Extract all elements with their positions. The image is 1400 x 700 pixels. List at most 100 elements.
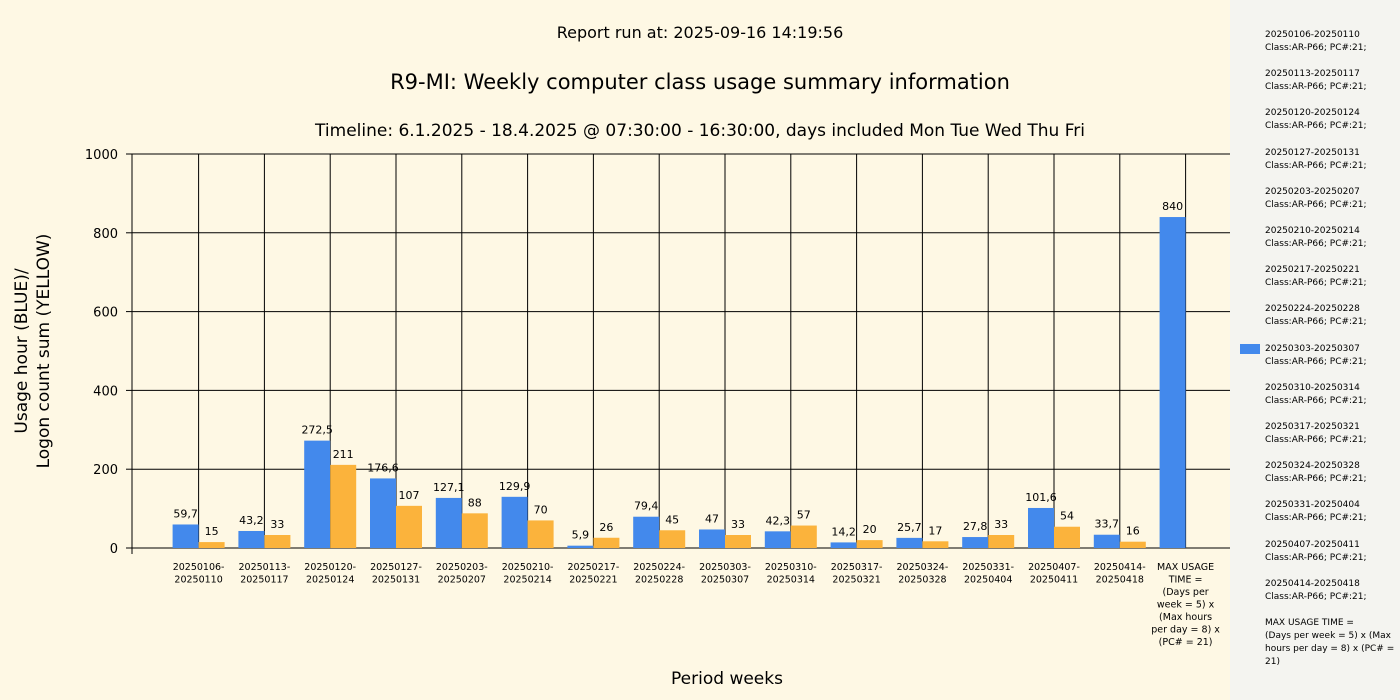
data-label: 59,7 [173,507,198,520]
bar-usage-hours [962,537,989,548]
data-label: 127,1 [433,481,465,494]
x-tick-label: 20250113-20250117 [239,562,291,586]
legend-item-text: 20250106-20250110 [1265,30,1360,40]
bar-logon-count [593,537,620,548]
data-label: 33,7 [1095,518,1120,531]
bar-logon-count [396,505,422,548]
legend-item-text: 20250217-20250221 [1265,265,1360,276]
legend-item: 20250127-20250131 Class:AR-P66; PC#:21; [1265,147,1395,173]
legend-item: 20250224-20250228 Class:AR-P66; PC#:21; [1265,303,1395,329]
bar-usage-hours [567,545,594,548]
bar-logon-count [659,530,686,548]
x-tick-label: 20250224-20250228 [633,562,685,586]
legend-item-text: Class:AR-P66; PC#:21; [1265,199,1367,210]
bar-usage-hours [370,478,396,548]
legend-item-text: 20250127-20250131 [1265,147,1360,158]
legend-item: 20250203-20250207 Class:AR-P66; PC#:21; [1265,186,1395,212]
legend-item-text: 20250331-20250404 [1265,500,1360,511]
bar-chart: 0 200 400 600 800 1000 59,7 43,2 272,5 176,6 127,1… [85,148,1230,648]
bar-logon-count [1054,526,1080,548]
data-label: 27,8 [963,520,988,533]
legend-item: 20250407-20250411 Class:AR-P66; PC#:21; [1265,539,1395,565]
chart-title: R9-MI: Weekly computer class usage summa… [390,70,1010,94]
data-label: 5,9 [572,529,590,542]
x-tick-label: 20250317-20250321 [831,562,883,586]
legend-item: MAX USAGE TIME = (Days per week = 5) x (… [1265,617,1395,669]
bar-usage-hours [501,496,528,548]
data-label: 79,4 [634,500,659,513]
bar-usage-hours [896,537,923,548]
data-label: 101,6 [1025,491,1057,504]
x-tick-label: 20250203-20250207 [436,562,488,586]
chart-subtitle: Timeline: 6.1.2025 - 18.4.2025 @ 07:30:0… [315,121,1085,141]
data-label: 33 [731,518,745,531]
legend-item-text: 20250317-20250321 [1265,422,1360,432]
legend-item-text: 20250113-20250117 [1265,69,1360,80]
legend-item-text: Class:AR-P66; PC#:21; [1265,474,1367,485]
x-tick-label: 20250120-20250124 [304,562,356,586]
y-tick-label: 1000 [85,148,118,163]
legend-item-text: Class:AR-P66; PC#:21; [1265,43,1367,53]
bar-logon-count [790,525,817,548]
report-run-timestamp: Report run at: 2025-09-16 14:19:56 [556,23,844,42]
legend-item-text: 20250310-20250314 [1265,382,1360,393]
bar-logon-count [198,542,225,548]
x-tick-label: 20250303-20250307 [699,562,751,586]
bar-logon-count [725,534,751,548]
legend-item-text: 20250210-20250214 [1265,226,1360,236]
data-label: 45 [665,513,679,526]
bar-usage-hours [172,524,199,548]
y-tick-label: 200 [93,463,118,478]
x-tick-label: 20250127-20250131 [370,562,422,586]
legend-item-text: MAX USAGE TIME = [1265,618,1354,628]
legend-item: 20250331-20250404 Class:AR-P66; PC#:21; [1265,499,1395,525]
x-tick-label: 20250414-20250418 [1094,562,1146,586]
legend-item-text: Class:AR-P66; PC#:21; [1265,513,1367,524]
bar-usage-hours [238,530,265,548]
legend-item-text: (Days per week = 5) x (Max hours per day… [1265,631,1395,667]
bar-usage-hours [633,516,660,548]
legend-item: 20250310-20250314 Class:AR-P66; PC#:21; [1265,382,1395,408]
legend-item: 20250317-20250321 Class:AR-P66; PC#:21; [1265,421,1395,447]
legend-item-text: 20250203-20250207 [1265,186,1360,197]
x-tick-label: 20250210-20250214 [502,562,554,586]
bar-usage-hours [699,529,725,548]
data-label: 16 [1126,525,1140,538]
x-axis-label: Period weeks [671,669,783,689]
data-label: 26 [599,521,613,534]
bar-logon-count [1119,541,1146,548]
legend-item-text: Class:AR-P66; PC#:21; [1265,591,1367,602]
legend-item: 20250217-20250221 Class:AR-P66; PC#:21; [1265,264,1395,290]
legend-item-text: 20250407-20250411 [1265,539,1360,550]
bar-logon-count [988,534,1015,548]
bar-logon-count [856,540,883,548]
data-label: 17 [928,524,942,537]
legend-item: 20250324-20250328 Class:AR-P66; PC#:21; [1265,460,1395,486]
bar-logon-count [461,513,488,548]
data-label: 14,2 [831,525,856,538]
y-tick-label: 800 [93,227,118,242]
x-tick-label: 20250217-20250221 [568,562,620,586]
x-tick-label: 20250310-20250314 [765,562,817,586]
bar-logon-count [264,534,291,548]
data-label: 20 [863,523,877,536]
data-label: 54 [1060,510,1074,523]
bar-usage-hours [764,531,791,548]
legend-item-text: 20250303-20250307 [1265,343,1360,354]
legend-swatch-usage [1240,344,1260,354]
legend-item-text: 20250224-20250228 [1265,304,1360,315]
legend-item-text: Class:AR-P66; PC#:21; [1265,395,1367,406]
bar-logon-count [922,541,949,548]
data-label: 272,5 [301,424,333,437]
bar-usage-hours [1159,217,1186,549]
legend-item: 20250113-20250117 Class:AR-P66; PC#:21; [1265,68,1395,94]
legend-item-text: Class:AR-P66; PC#:21; [1265,435,1367,445]
data-label: 88 [468,496,482,509]
data-label: 211 [333,448,354,461]
x-tick-label: 20250407-20250411 [1028,562,1080,586]
bar-usage-hours [435,497,462,548]
legend-item-text: Class:AR-P66; PC#:21; [1265,356,1367,367]
bar-usage-hours [830,542,857,548]
legend-item-text: 20250414-20250418 [1265,578,1360,589]
data-label: 840 [1162,200,1183,213]
